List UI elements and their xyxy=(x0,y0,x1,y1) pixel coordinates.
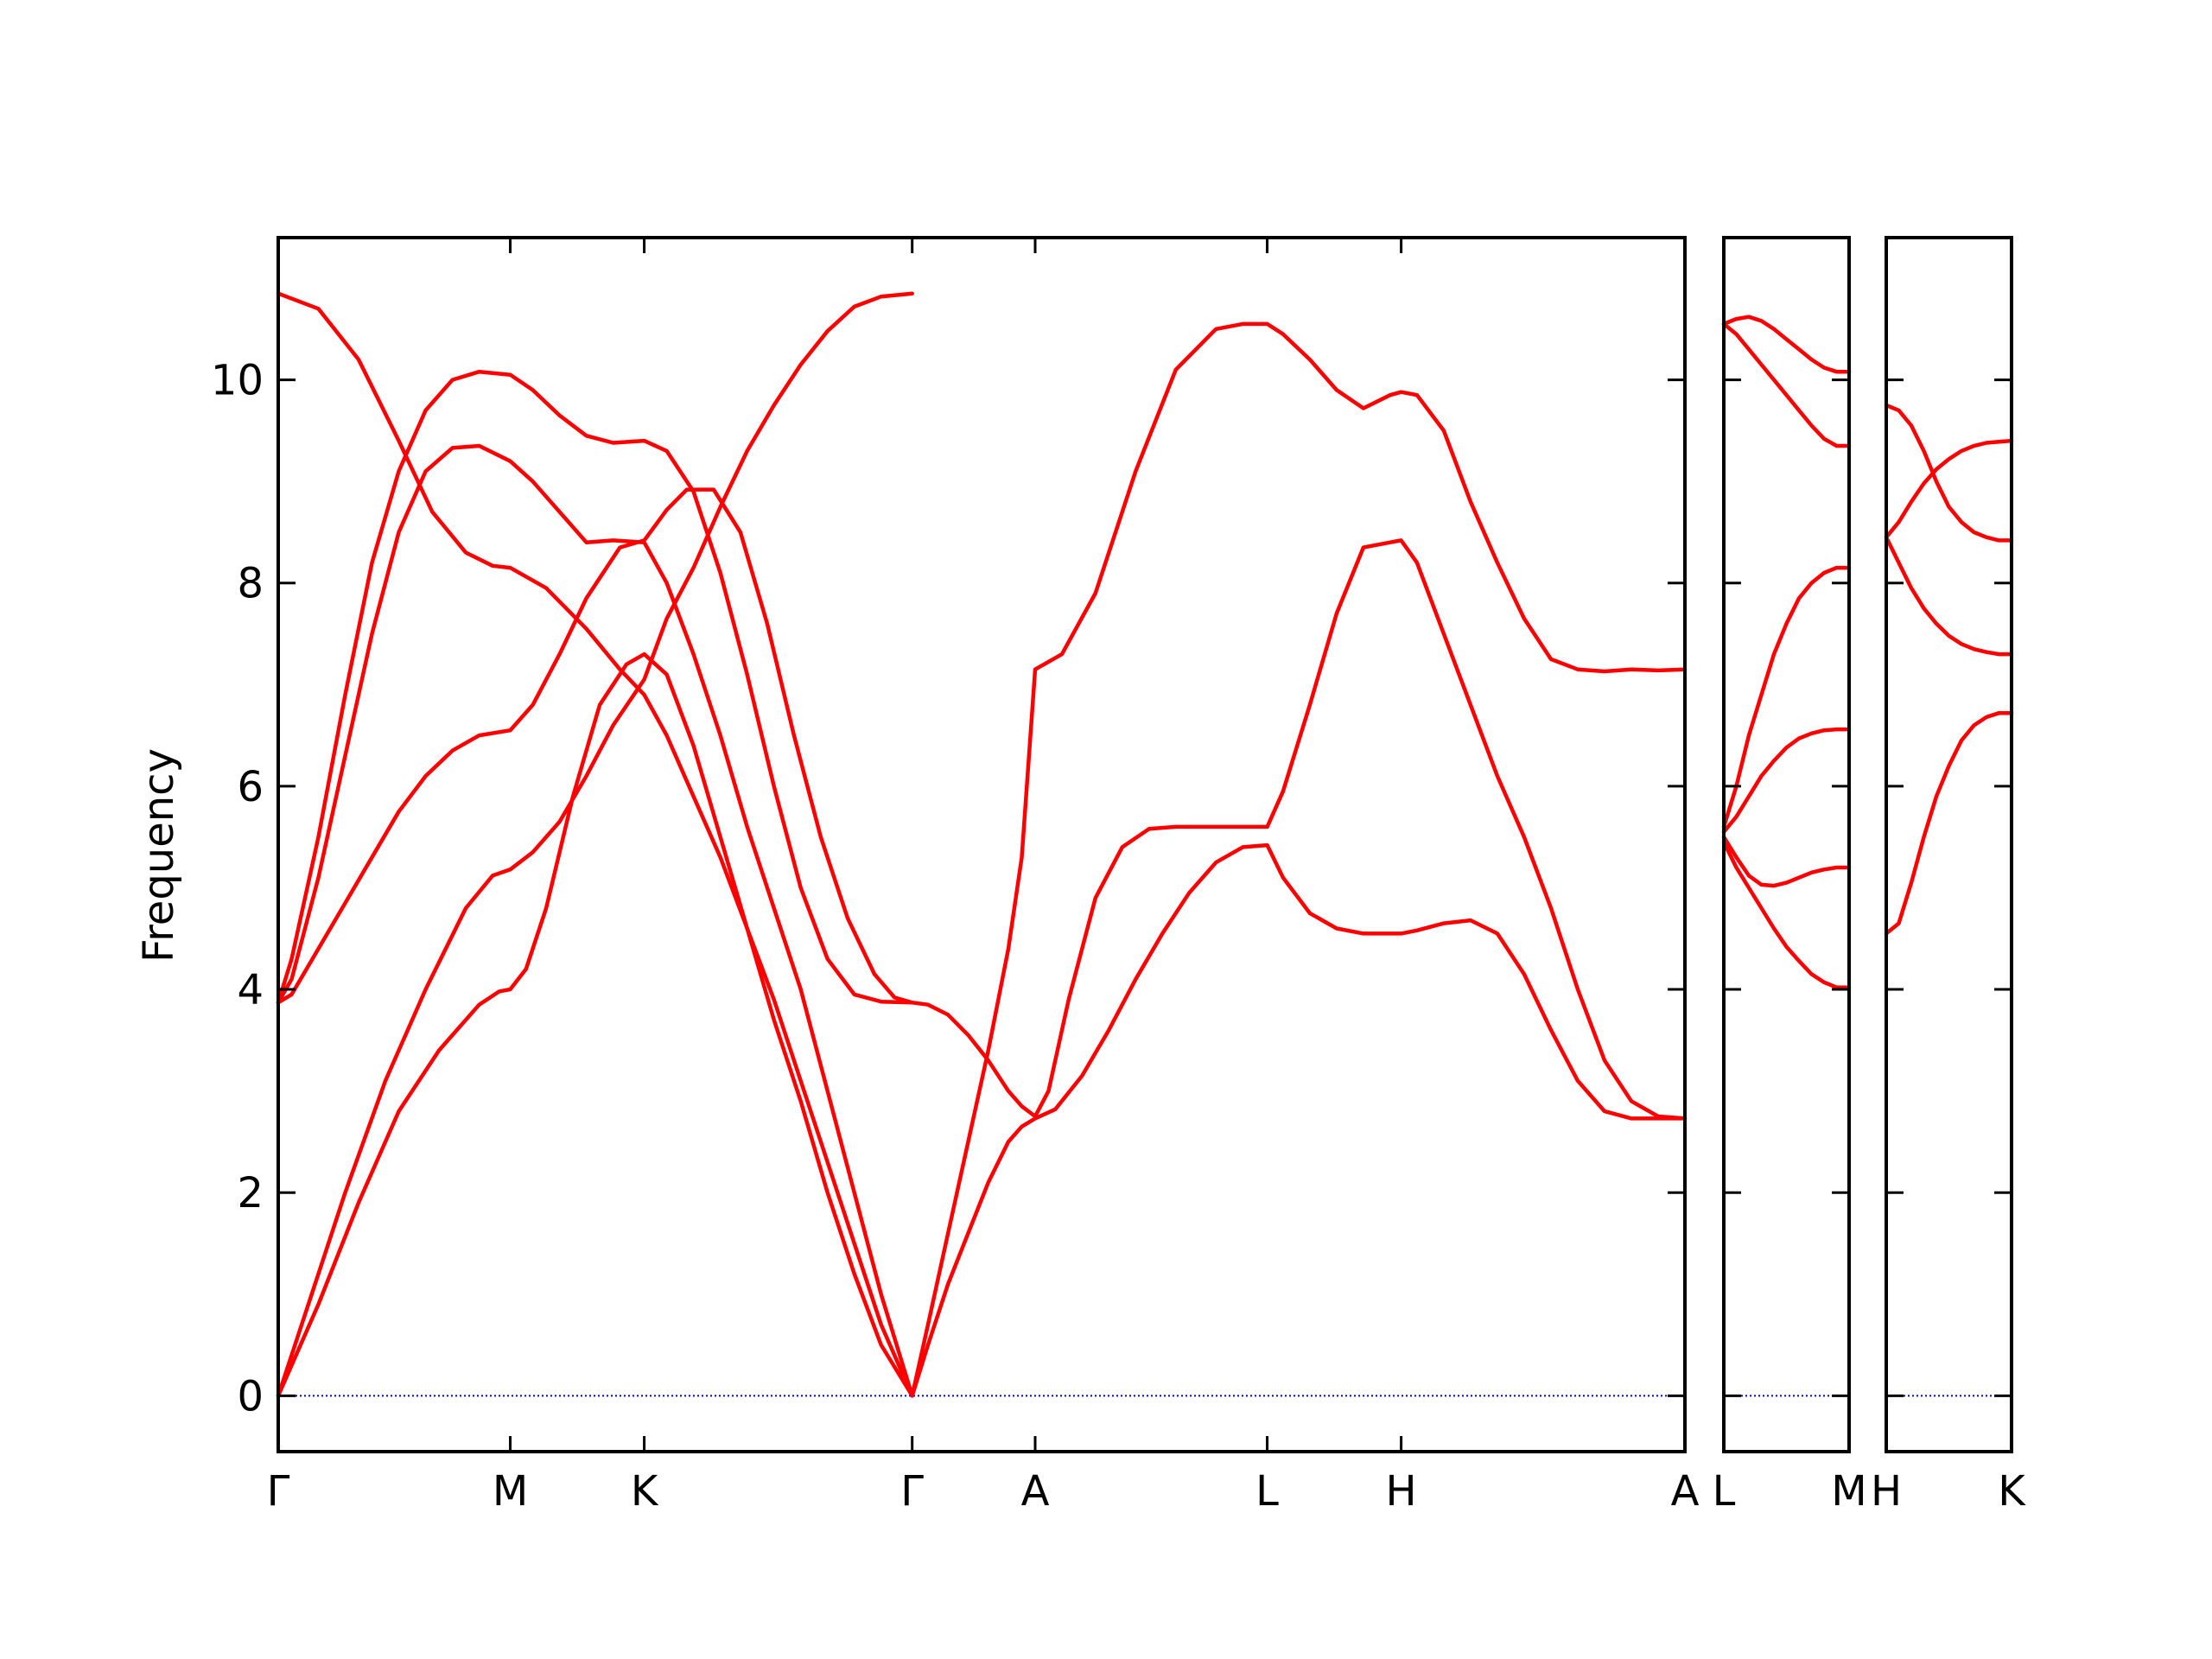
band-series-1-6 xyxy=(276,652,914,1398)
x-tick-label: K xyxy=(1998,1467,2026,1516)
band-series-1-5 xyxy=(276,291,914,1398)
band-series-3-2 xyxy=(1884,438,2014,540)
panel-frame xyxy=(276,236,1687,1453)
band-series-1-3 xyxy=(276,443,914,1398)
x-tick-label: Γ xyxy=(267,1467,290,1516)
y-tick-label: 2 xyxy=(237,1169,264,1217)
y-tick-label: 10 xyxy=(211,357,264,405)
band-series-1-1 xyxy=(276,291,914,1398)
band-series-2-2 xyxy=(1721,321,1852,448)
x-tick-label: L xyxy=(1713,1467,1736,1516)
x-tick-label: M xyxy=(493,1467,528,1516)
panel-frame xyxy=(1885,236,2013,1453)
band-series-1-4 xyxy=(276,487,914,1005)
y-axis-label: Frequency xyxy=(135,748,183,963)
y-tick-label: 4 xyxy=(237,966,264,1014)
band-series-2-1 xyxy=(1721,315,1852,374)
x-tick-label: Γ xyxy=(900,1467,924,1516)
band-series-2-6 xyxy=(1721,840,1852,989)
band-series-2-5 xyxy=(1721,835,1852,888)
panel-frame xyxy=(1722,236,1851,1453)
x-tick-label: H xyxy=(1386,1467,1417,1516)
y-tick-label: 8 xyxy=(237,560,264,608)
x-tick-label: A xyxy=(1021,1467,1050,1516)
x-tick-label: A xyxy=(1671,1467,1700,1516)
band-series-3-4 xyxy=(1884,710,2014,936)
x-tick-label: K xyxy=(631,1467,659,1516)
band-series-1-7 xyxy=(910,321,1688,1398)
y-tick-label: 0 xyxy=(237,1372,264,1421)
band-series-2-3 xyxy=(1721,565,1852,830)
band-series-1-9 xyxy=(910,842,1688,1398)
band-series-3-1 xyxy=(1884,403,2014,543)
band-series-1-2 xyxy=(276,369,914,1005)
y-tick-labels: 0 2 4 6 8 10 xyxy=(211,357,264,1421)
band-series-1-8 xyxy=(910,538,1688,1121)
x-tick-label: H xyxy=(1871,1467,1902,1516)
x-tick-label: M xyxy=(1831,1467,1866,1516)
x-tick-label: L xyxy=(1255,1467,1279,1516)
y-tick-label: 6 xyxy=(237,763,264,811)
band-series-3-3 xyxy=(1884,535,2014,657)
band-series-2-4 xyxy=(1721,727,1852,835)
